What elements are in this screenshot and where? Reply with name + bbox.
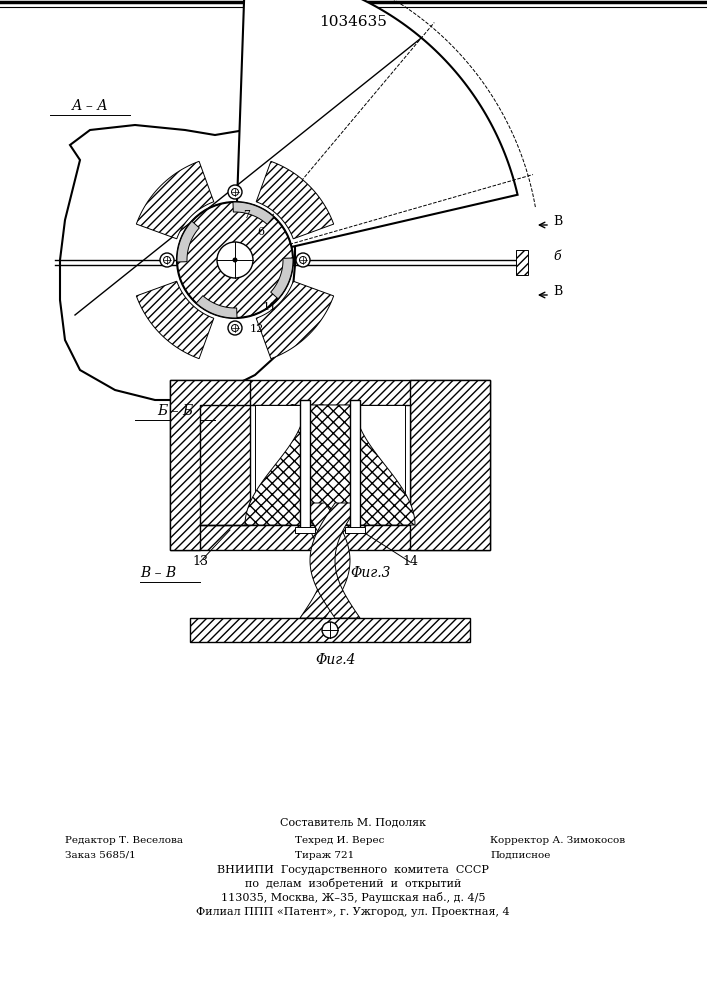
Circle shape bbox=[177, 202, 293, 318]
Circle shape bbox=[322, 622, 338, 638]
Polygon shape bbox=[300, 503, 350, 618]
Polygon shape bbox=[271, 258, 293, 299]
Text: 113035, Москва, Ж–35, Раушская наб., д. 4/5: 113035, Москва, Ж–35, Раушская наб., д. … bbox=[221, 892, 485, 903]
Polygon shape bbox=[310, 503, 360, 618]
Circle shape bbox=[217, 242, 253, 278]
Text: 6: 6 bbox=[257, 227, 264, 237]
Polygon shape bbox=[300, 400, 310, 530]
Text: 1034635: 1034635 bbox=[319, 15, 387, 29]
Text: Заказ 5685/1: Заказ 5685/1 bbox=[65, 851, 136, 860]
Text: Техред И. Верес: Техред И. Верес bbox=[295, 836, 385, 845]
Polygon shape bbox=[196, 296, 237, 318]
Text: Корректор А. Зимокосов: Корректор А. Зимокосов bbox=[490, 836, 625, 845]
Polygon shape bbox=[516, 250, 528, 275]
Polygon shape bbox=[255, 405, 405, 525]
Text: А – А: А – А bbox=[71, 99, 108, 113]
Text: Φиг.3: Φиг.3 bbox=[350, 566, 390, 580]
Text: Составитель М. Подоляк: Составитель М. Подоляк bbox=[280, 817, 426, 827]
Text: 7: 7 bbox=[243, 210, 250, 220]
Polygon shape bbox=[136, 281, 214, 359]
Text: 15: 15 bbox=[322, 555, 338, 568]
Polygon shape bbox=[200, 405, 410, 525]
Polygon shape bbox=[60, 125, 295, 400]
Text: б: б bbox=[553, 250, 561, 263]
Circle shape bbox=[231, 324, 238, 332]
Text: 11: 11 bbox=[263, 302, 277, 312]
Polygon shape bbox=[190, 618, 470, 642]
Polygon shape bbox=[233, 202, 274, 224]
Text: ВНИИПИ  Государственного  комитета  СССР: ВНИИПИ Государственного комитета СССР bbox=[217, 865, 489, 875]
Text: Тираж 721: Тираж 721 bbox=[295, 851, 354, 860]
Circle shape bbox=[160, 253, 174, 267]
Text: В: В bbox=[553, 215, 562, 228]
Text: В: В bbox=[553, 285, 562, 298]
Polygon shape bbox=[177, 221, 199, 262]
Text: Б – Б: Б – Б bbox=[157, 404, 193, 418]
Polygon shape bbox=[295, 527, 315, 533]
Polygon shape bbox=[410, 380, 490, 550]
Text: Подписное: Подписное bbox=[490, 851, 550, 860]
Text: Φиг.4: Φиг.4 bbox=[315, 653, 356, 667]
Polygon shape bbox=[170, 380, 250, 550]
Polygon shape bbox=[170, 380, 490, 550]
Text: Редактор Т. Веселова: Редактор Т. Веселова bbox=[65, 836, 183, 845]
Text: 12: 12 bbox=[250, 324, 264, 334]
Text: Филиал ППП «Патент», г. Ужгород, ул. Проектная, 4: Филиал ППП «Патент», г. Ужгород, ул. Про… bbox=[196, 907, 510, 917]
Polygon shape bbox=[345, 527, 365, 533]
Text: Φиг.2: Φиг.2 bbox=[285, 404, 325, 418]
Circle shape bbox=[228, 185, 242, 199]
Circle shape bbox=[228, 321, 242, 335]
Text: В – В: В – В bbox=[140, 566, 176, 580]
Circle shape bbox=[300, 256, 307, 263]
Text: 14: 14 bbox=[402, 555, 418, 568]
Circle shape bbox=[163, 256, 170, 263]
Text: 13: 13 bbox=[192, 555, 208, 568]
Polygon shape bbox=[235, 0, 518, 260]
Polygon shape bbox=[256, 281, 334, 359]
Polygon shape bbox=[350, 400, 360, 530]
Circle shape bbox=[233, 257, 238, 262]
Circle shape bbox=[231, 188, 238, 196]
Polygon shape bbox=[256, 161, 334, 239]
Circle shape bbox=[296, 253, 310, 267]
Polygon shape bbox=[245, 405, 415, 525]
Polygon shape bbox=[136, 161, 214, 239]
Text: по  делам  изобретений  и  открытий: по делам изобретений и открытий bbox=[245, 878, 461, 889]
